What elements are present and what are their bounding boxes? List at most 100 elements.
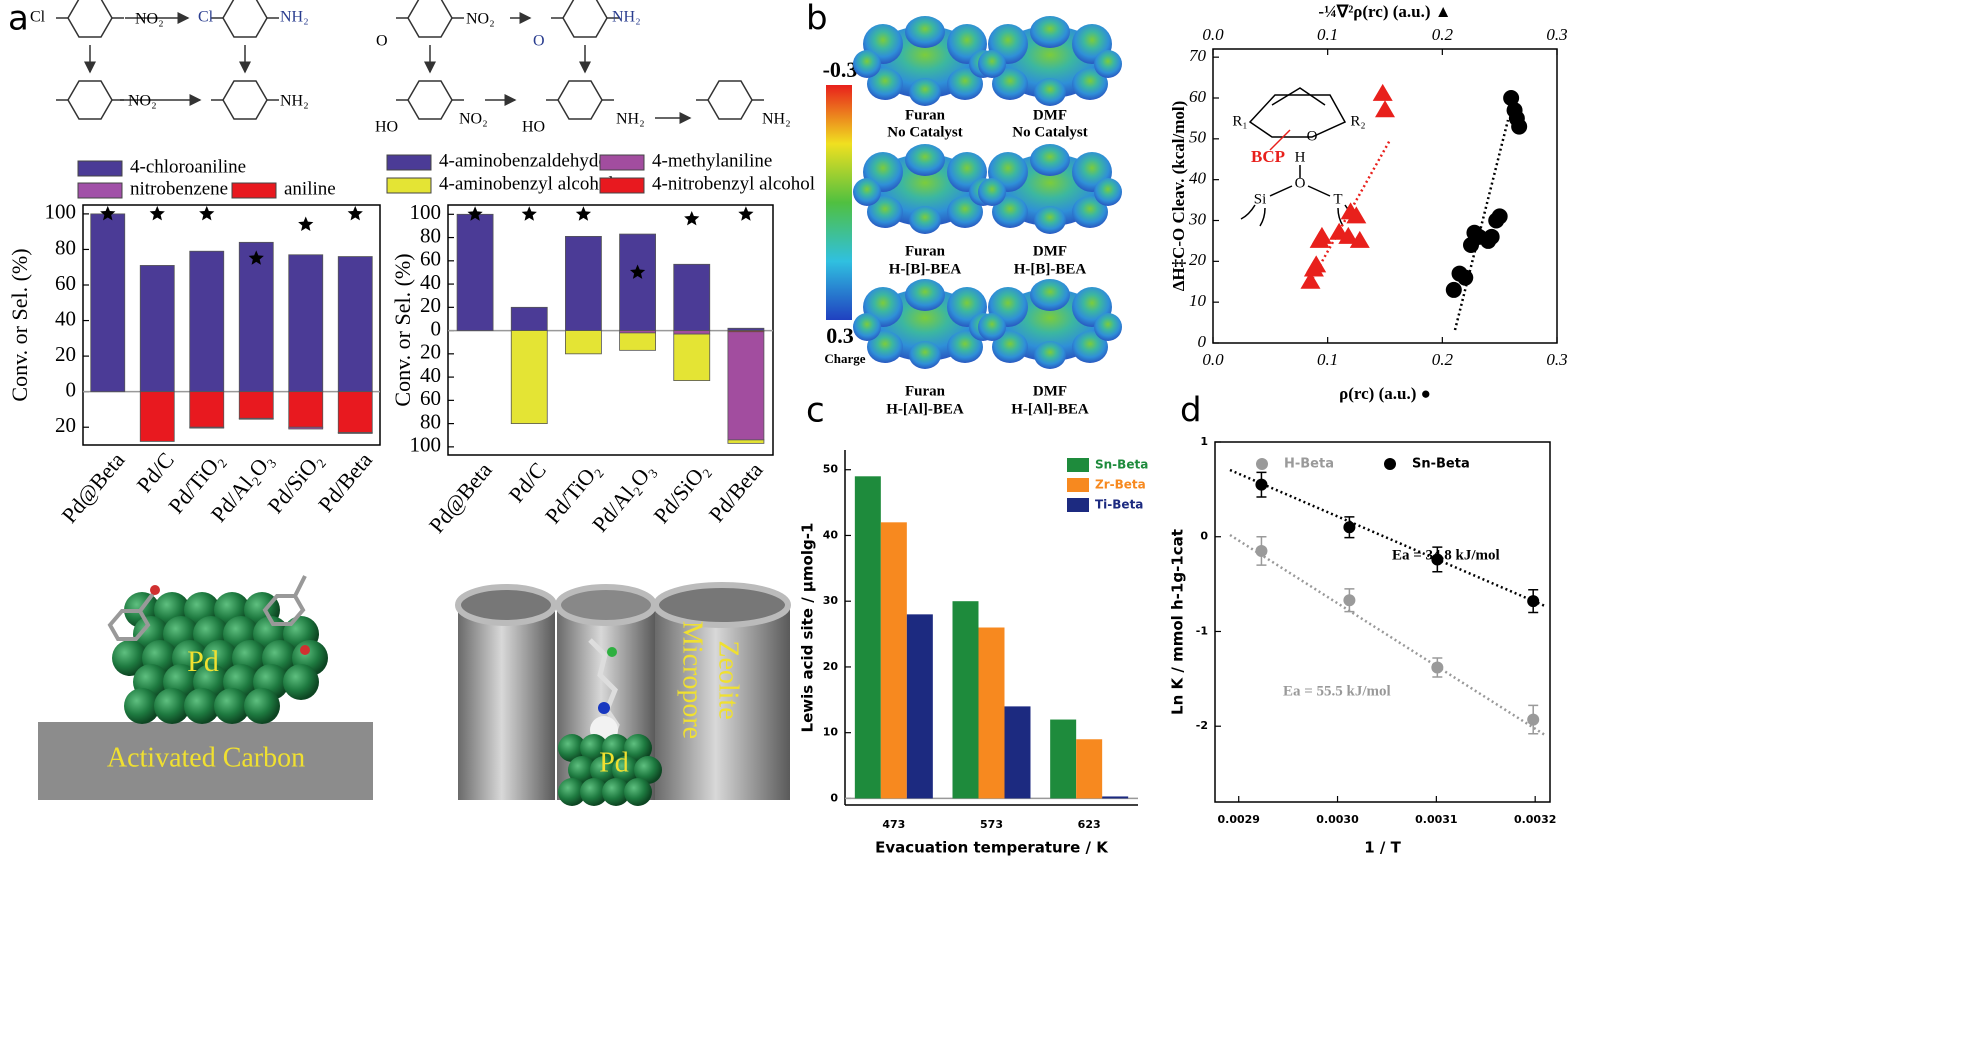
point: [1300, 271, 1321, 289]
bar: [880, 522, 907, 799]
bar: [510, 306, 548, 331]
pd-atom: [558, 778, 586, 806]
point: [1338, 226, 1359, 244]
x-tick-label: Pd/Beta: [313, 447, 377, 517]
y-tick-label: 1: [1200, 435, 1208, 448]
y-tick-label: 50: [1189, 128, 1207, 147]
x-tick-label: Pd@Beta: [56, 447, 129, 527]
surface-lobe: [992, 331, 1028, 363]
star-marker: [684, 210, 700, 226]
bar: [1050, 719, 1077, 799]
y-tick-label: 40: [1189, 169, 1207, 188]
x-tick-label: 0.0030: [1316, 813, 1359, 826]
surface-label: No Catalyst: [887, 124, 962, 140]
y-tick-label: 0: [66, 377, 77, 401]
x-axis-label: 1 / T: [1364, 839, 1401, 857]
surface-label: H-[B]-BEA: [889, 261, 962, 277]
surface-lobe: [978, 50, 1006, 78]
x2-tick-label: 0.2: [1432, 25, 1454, 44]
surface-lobe: [1034, 206, 1066, 234]
bar: [565, 235, 602, 331]
star-marker: [298, 216, 314, 232]
chem-label: NH₂: [762, 111, 791, 128]
surface-lobe: [1034, 78, 1066, 106]
render-label: Pd: [599, 747, 629, 778]
pd-atom: [568, 756, 596, 784]
legend-swatch: [386, 154, 432, 171]
legend-label: Sn-Beta: [1412, 457, 1470, 472]
benzene-ring: [407, 80, 453, 120]
bar: [189, 426, 225, 429]
pd-atom: [634, 756, 662, 784]
chem-labels: Cl NO₂ Cl NH₂ NO₂ NH₂ O NO₂ O NH₂ HO NO₂…: [30, 9, 791, 136]
render-label: Micropore: [677, 621, 708, 739]
bar: [727, 331, 765, 441]
surface-label: DMF: [1033, 243, 1067, 259]
panel-labels: a b c d: [8, 0, 1202, 431]
pd-atom: [558, 734, 586, 762]
y-tick-label: 60: [1189, 87, 1207, 106]
benzene-ring: [67, 0, 113, 38]
point: [1343, 521, 1356, 534]
surface-lobe: [853, 313, 881, 341]
inset-label: R₂: [1350, 113, 1365, 129]
star-marker: [248, 250, 264, 265]
surface-lobe: [1030, 279, 1070, 311]
plot-frame: [1212, 48, 1558, 344]
surface-lobe: [1072, 68, 1108, 100]
surface-lobe: [1094, 178, 1122, 206]
legend-marker: [1384, 458, 1396, 470]
surface-lobe: [1072, 331, 1108, 363]
x-tick-label: 0.0031: [1415, 813, 1457, 826]
y-tick-label: 80: [420, 223, 441, 247]
y-tick-label: -2: [1196, 719, 1208, 732]
pd-atom: [124, 688, 160, 724]
x-tick-label: 0.0: [1202, 350, 1224, 369]
bar: [1004, 706, 1031, 799]
surface-lobe: [992, 68, 1028, 100]
legend-label: Ti-Beta: [1095, 498, 1143, 512]
point: [1255, 478, 1268, 491]
x-tick-label: Pd@Beta: [424, 457, 497, 537]
bar: [1076, 739, 1103, 799]
bar: [189, 250, 225, 393]
x-tick-label: 0.0029: [1217, 813, 1259, 826]
trend-line: [1453, 119, 1510, 331]
legend-label: 4-aminobenzyl alcohol: [439, 173, 614, 194]
star-marker: [575, 206, 592, 221]
legend-label: 4-chloroaniline: [130, 156, 246, 177]
benzene-ring: [557, 80, 603, 120]
x-tick-label: 573: [980, 818, 1003, 831]
pd-atom: [590, 756, 618, 784]
x-tick-label: Pd/C: [503, 457, 550, 507]
surface-lobe: [909, 206, 941, 234]
point: [1445, 281, 1462, 298]
x-tick-label: 0.0032: [1514, 813, 1556, 826]
y-tick-label: 60: [420, 386, 441, 410]
surface-lobe: [1030, 144, 1070, 176]
surface-lobe: [905, 279, 945, 311]
bar: [456, 213, 494, 331]
y-tick-label: 60: [55, 271, 76, 295]
star-marker: [629, 264, 646, 279]
benzene-ring: [67, 80, 113, 120]
star-marker: [100, 205, 116, 221]
y-tick-label: 0: [1200, 530, 1208, 543]
y-tick-label: 80: [55, 235, 76, 259]
pd-atom: [214, 688, 250, 724]
point: [1457, 269, 1474, 286]
benzene-ring: [222, 80, 268, 120]
legend-swatch: [386, 177, 432, 194]
legend-swatch: [1067, 478, 1089, 492]
bar: [337, 432, 373, 434]
render-label: Pd: [187, 645, 219, 678]
y-axis-label: Conv. or Sel. (%): [390, 253, 415, 406]
surface-lobe: [867, 68, 903, 100]
x-tick-label: 0.2: [1432, 350, 1454, 369]
surface-lobe: [909, 341, 941, 369]
pd-atom: [580, 778, 608, 806]
point: [1343, 594, 1356, 607]
x-tick-label: 0.1: [1317, 350, 1338, 369]
